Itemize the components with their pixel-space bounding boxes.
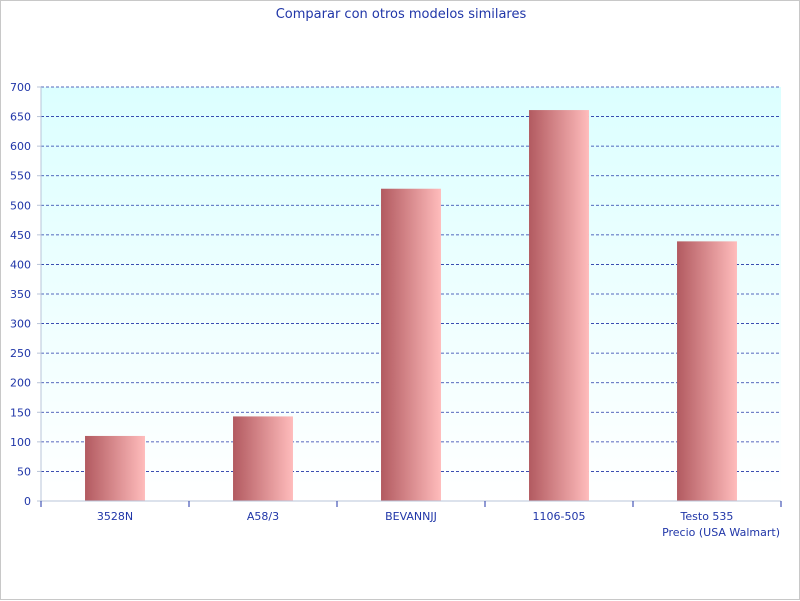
y-tick-label: 550 (10, 170, 31, 183)
x-axis-label: Precio (USA Walmart) (662, 526, 780, 539)
y-tick-label: 400 (10, 258, 31, 271)
bar-1106-505 (529, 110, 589, 502)
y-tick-label: 150 (10, 406, 31, 419)
axes (37, 86, 782, 507)
y-tick-label: 700 (10, 81, 31, 94)
y-tick-label: 50 (17, 465, 31, 478)
x-tick-label: 1106-505 (533, 510, 586, 523)
y-tick-label: 350 (10, 288, 31, 301)
x-tick-label: Testo 535 (680, 510, 734, 523)
bars (85, 110, 737, 502)
y-tick-label: 100 (10, 436, 31, 449)
y-tick-label: 650 (10, 111, 31, 124)
y-tick-label: 250 (10, 347, 31, 360)
y-tick-label: 200 (10, 377, 31, 390)
y-tick-label: 450 (10, 229, 31, 242)
x-tick-label: A58/3 (247, 510, 279, 523)
y-tick-label: 600 (10, 140, 31, 153)
y-tick-labels: 0 50 100 150 200 250 300 350 400 450 500 550 600 650 7… (10, 81, 31, 508)
x-tick-labels: 3528N A58/3 BEVANNJJ 1106-505 Testo 535 (97, 510, 734, 523)
bar-bevannjj (381, 188, 441, 501)
y-tick-label: 300 (10, 318, 31, 331)
bar-a58-3 (233, 416, 293, 501)
y-tick-label: 0 (24, 495, 31, 508)
bar-testo-535 (677, 241, 737, 501)
bar-3528n (85, 435, 145, 501)
y-tick-label: 500 (10, 199, 31, 212)
x-tick-label: BEVANNJJ (385, 510, 437, 523)
chart-title: Comparar con otros modelos similares (276, 7, 527, 22)
x-tick-label: 3528N (97, 510, 133, 523)
